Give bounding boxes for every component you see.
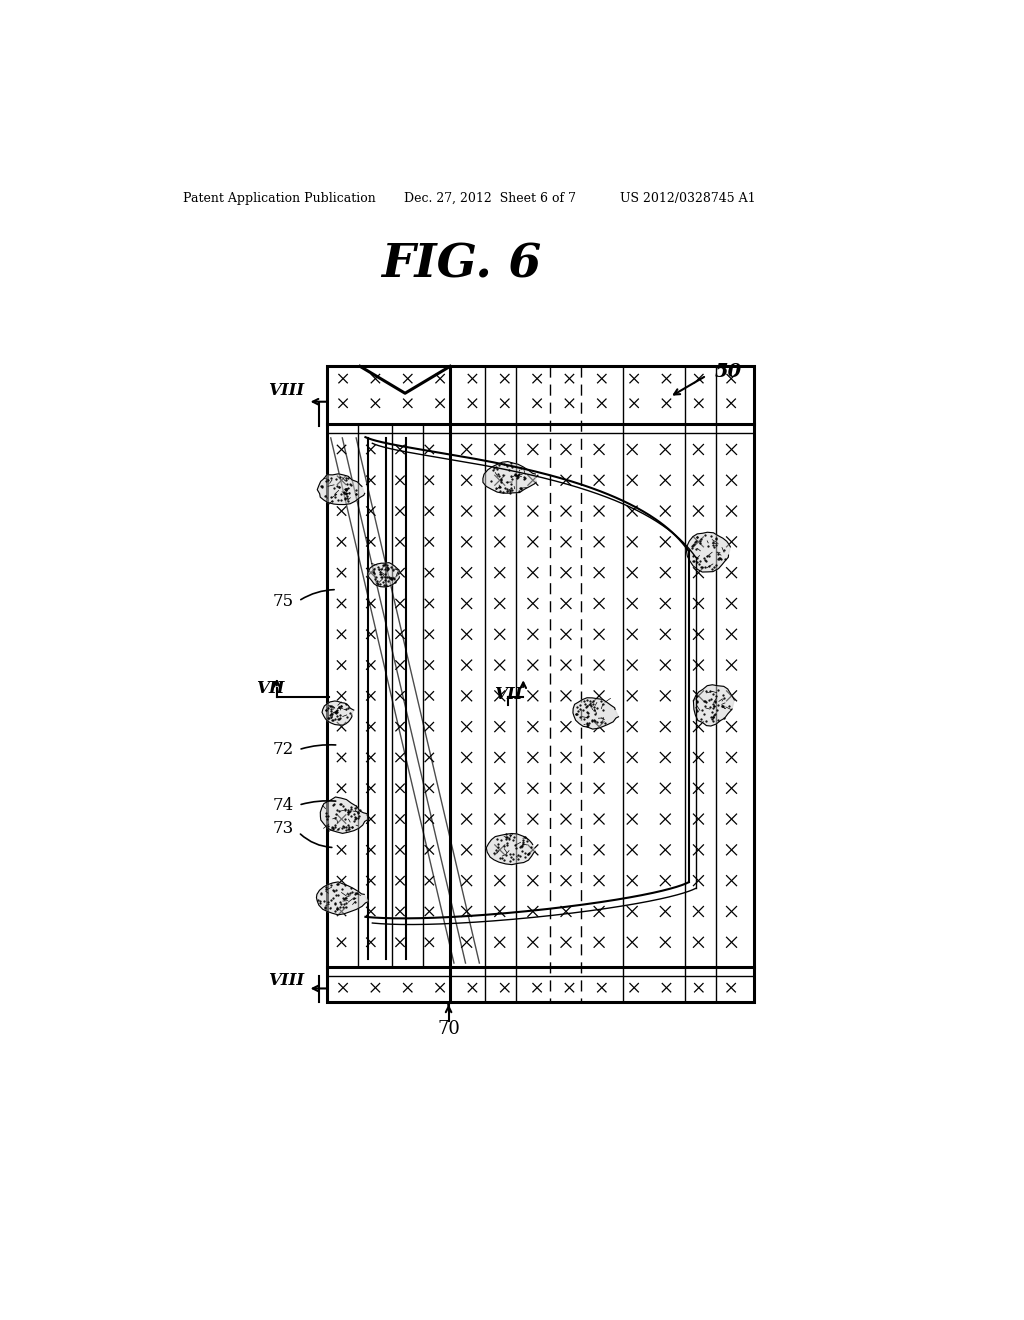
Polygon shape [316, 882, 369, 915]
Text: VII: VII [494, 686, 522, 702]
Bar [327, 367, 755, 1002]
Polygon shape [483, 462, 537, 494]
Polygon shape [686, 532, 730, 572]
Text: VIII: VIII [267, 383, 304, 400]
Text: Patent Application Publication: Patent Application Publication [183, 191, 376, 205]
Polygon shape [693, 685, 734, 726]
Text: VII: VII [257, 680, 285, 697]
Polygon shape [317, 474, 365, 504]
Polygon shape [573, 698, 618, 729]
Text: 70: 70 [437, 1019, 460, 1038]
Polygon shape [368, 562, 399, 587]
Text: US 2012/0328745 A1: US 2012/0328745 A1 [620, 191, 755, 205]
Text: Dec. 27, 2012  Sheet 6 of 7: Dec. 27, 2012 Sheet 6 of 7 [403, 191, 575, 205]
Text: 75: 75 [272, 593, 294, 610]
Text: 74: 74 [272, 797, 294, 813]
Polygon shape [486, 833, 536, 865]
Text: 72: 72 [272, 742, 294, 758]
Polygon shape [321, 797, 367, 833]
Text: 50: 50 [714, 363, 741, 381]
Text: VIII: VIII [267, 973, 304, 989]
Text: 73: 73 [272, 820, 294, 837]
Polygon shape [322, 701, 353, 725]
Text: FIG. 6: FIG. 6 [382, 242, 542, 288]
